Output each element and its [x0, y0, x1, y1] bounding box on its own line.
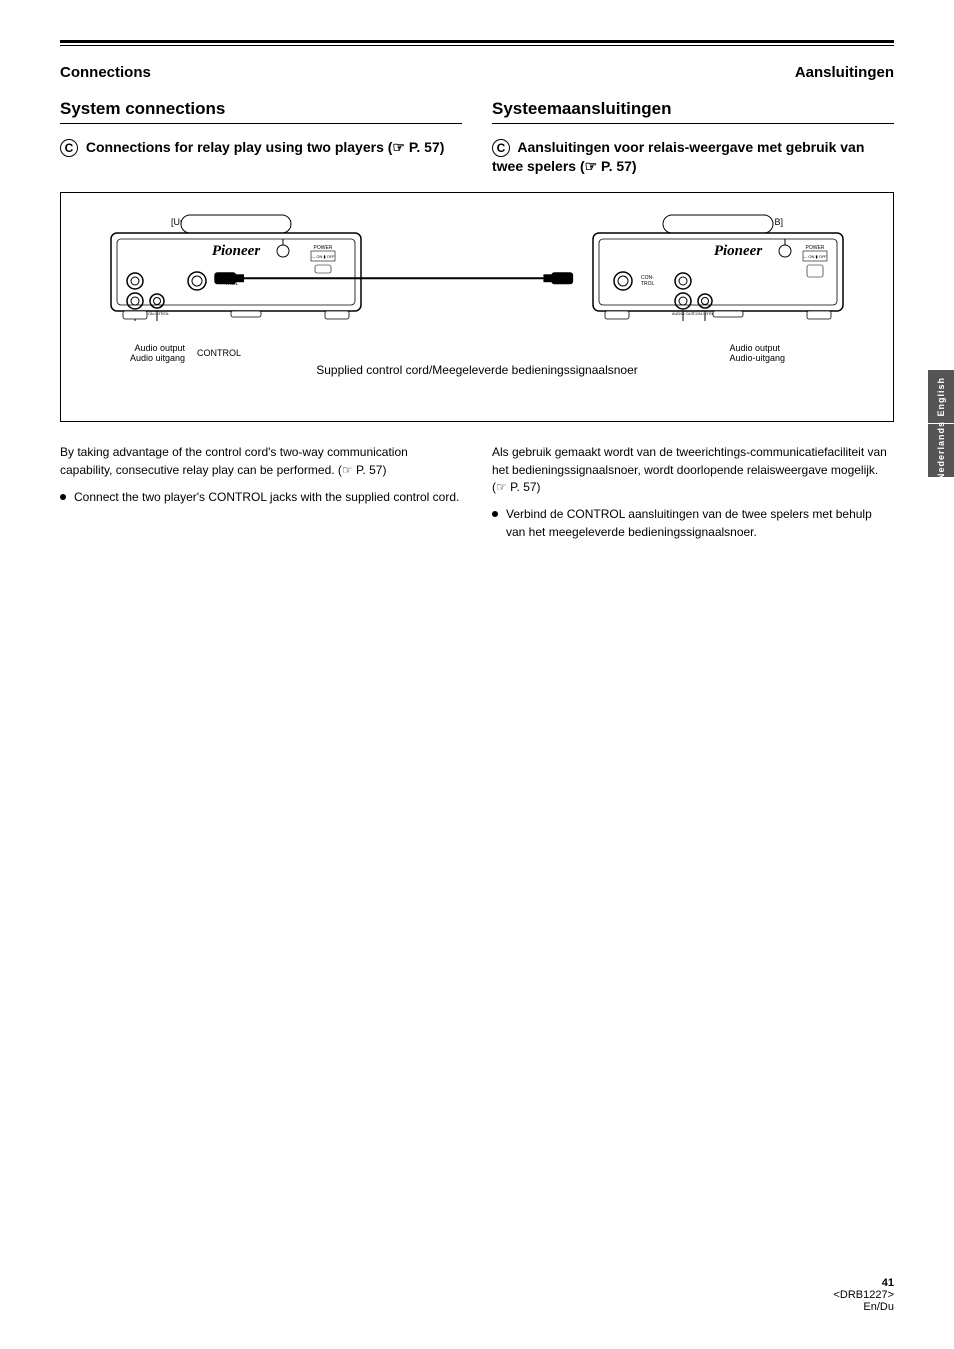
bullet-dot-icon [60, 494, 66, 500]
svg-text:POWER: POWER [314, 245, 333, 251]
header-right: Aansluitingen [795, 64, 894, 81]
svg-text:— ON ▮ OFF: — ON ▮ OFF [803, 254, 827, 259]
top-rule [60, 40, 894, 46]
section-header: Connections Aansluitingen [60, 64, 894, 81]
tab-english[interactable]: English [928, 370, 954, 424]
connection-figure: [Unit A]/[Speler A] [Unit B]/[Speler B] … [60, 192, 894, 422]
bullet-right: Verbind de CONTROL aansluitingen van de … [492, 506, 894, 541]
intro-left: By taking advantage of the control cord'… [60, 444, 462, 479]
figure-label-control-a: CONTROL [197, 348, 241, 358]
tab-nederlands[interactable]: Nederlands [928, 424, 954, 478]
section-title-right: Systeemaansluitingen [492, 99, 894, 124]
svg-text:POWER: POWER [806, 245, 825, 251]
svg-text:TROL: TROL [641, 281, 655, 287]
circled-c-left: C [60, 139, 78, 157]
device-a-illustration: Pioneer POWER — ON ▮ OFF AUDIO OUT CON-\… [101, 213, 371, 338]
footer-ref: <DRB1227> En/Du [833, 1289, 894, 1313]
subhead-right: C Aansluitingen voor relais-weergave met… [492, 138, 894, 176]
header-left: Connections [60, 64, 151, 81]
section-title-left: System connections [60, 99, 462, 124]
device-b-illustration: Pioneer POWER — ON ▮ OFF CON- TROL [583, 213, 853, 338]
figure-cable-label: Supplied control cord/Meegeleverde bedie… [61, 363, 893, 377]
figure-label-audio-b: Audio output Audio-uitgang [729, 343, 785, 363]
intro-right: Als gebruik gemaakt wordt van de tweeric… [492, 444, 894, 496]
svg-text:— ON ▮ OFF: — ON ▮ OFF [311, 254, 335, 259]
circled-c-right: C [492, 139, 510, 157]
bullet-left: Connect the two player's CONTROL jacks w… [60, 489, 462, 506]
svg-text:TROL: TROL [225, 281, 239, 287]
figure-label-audio-a: Audio output Audio uitgang [125, 343, 185, 363]
subhead-left: C Connections for relay play using two p… [60, 138, 462, 157]
bullet-dot-icon [492, 511, 498, 517]
svg-text:Pioneer: Pioneer [212, 243, 260, 259]
page-footer: 41 <DRB1227> En/Du [60, 1277, 894, 1313]
subhead-left-text: Connections for relay play using two pla… [86, 139, 445, 155]
bullet-left-text: Connect the two player's CONTROL jacks w… [74, 489, 459, 506]
page-number: 41 [882, 1277, 894, 1289]
svg-text:Pioneer: Pioneer [714, 243, 762, 259]
bullet-right-text: Verbind de CONTROL aansluitingen van de … [506, 506, 894, 541]
language-tabs: English Nederlands [928, 370, 954, 478]
subhead-right-text: Aansluitingen voor relais-weergave met g… [492, 139, 864, 174]
